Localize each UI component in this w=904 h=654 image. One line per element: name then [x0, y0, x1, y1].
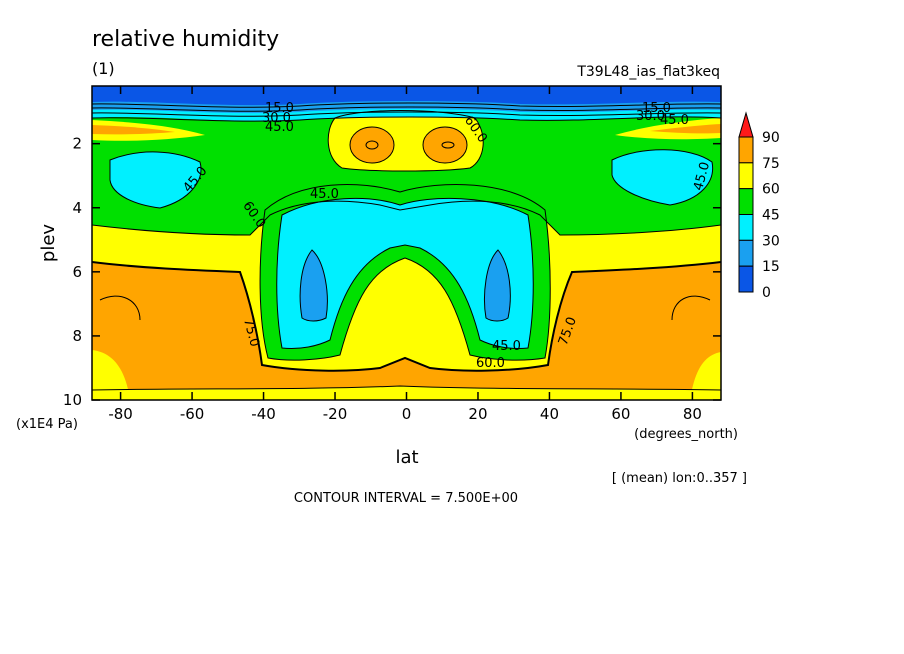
contour-label: 30.0 [262, 111, 291, 126]
contour-label: 30.0 [636, 109, 665, 124]
chart-title: relative humidity [92, 27, 279, 52]
y-axis: 2 4 6 8 10 [63, 135, 721, 409]
colorbar-label: 30 [762, 233, 780, 249]
colorbar-label: 90 [762, 130, 780, 146]
colorbar-label: 15 [762, 259, 780, 275]
colorbar-swatch-60-75 [738, 162, 754, 190]
colorbar-swatch-30-45 [738, 214, 754, 241]
colorbar-swatch-45-60 [738, 188, 754, 216]
x-tick-label: 40 [540, 405, 559, 423]
band-60-75-upper-north [615, 118, 721, 140]
band-60-75-sfc-left [92, 350, 130, 400]
band-75-90-upper-south [92, 125, 175, 135]
colorbar-swatch-15-30 [738, 239, 754, 267]
colorbar-label: 75 [762, 156, 780, 172]
band-15-30-core-south [300, 250, 328, 321]
band-75-90-blob-north [423, 127, 467, 163]
x-tick-label: -20 [323, 405, 348, 423]
run-name: T39L48_ias_flat3keq [576, 64, 720, 80]
x-tick-label: -80 [108, 405, 133, 423]
contour-label: 15.0 [642, 101, 671, 116]
y-tick-label: 4 [72, 199, 82, 217]
band-30-45-upper-south [110, 151, 201, 208]
y-tick-label: 10 [63, 391, 82, 409]
colorbar-over-arrow [738, 111, 754, 138]
contour-label: 45.0 [660, 113, 689, 128]
colorbar-swatch-0-15 [738, 265, 754, 293]
colorbar-swatch-75-90 [738, 136, 754, 164]
contour-interval: CONTOUR INTERVAL = 7.500E+00 [294, 491, 518, 506]
y-tick-label: 8 [72, 327, 82, 345]
contour-label: 45.0 [265, 120, 294, 135]
x-tick-label: 80 [683, 405, 702, 423]
colorbar-label: 60 [762, 182, 780, 198]
y-tick-label: 2 [72, 135, 82, 153]
x-tick-label: 20 [468, 405, 487, 423]
band-0-15-strat [92, 86, 721, 106]
y-tick-label: 6 [72, 263, 82, 281]
contour-label: 60.0 [476, 356, 505, 371]
x-units: (degrees_north) [634, 427, 738, 442]
contour-field [92, 86, 721, 400]
contour-label: 45.0 [691, 160, 713, 192]
x-tick-label: 60 [611, 405, 630, 423]
band-15-30-core-north [484, 250, 511, 321]
x-tick-label: 0 [402, 405, 412, 423]
x-axis: -80 -60 -40 -20 0 20 40 60 80 [108, 86, 702, 423]
colorbar-label: 0 [762, 285, 771, 301]
y-axis-label: plev [38, 224, 59, 263]
contour-label: 45.0 [492, 339, 521, 354]
contour-label: 15.0 [265, 101, 294, 116]
y-units: (x1E4 Pa) [16, 417, 78, 432]
colorbar-label: 45 [762, 208, 780, 224]
band-30-45-upper-north [612, 149, 713, 205]
chart-subtitle: (1) [92, 59, 115, 78]
mean-info: [ (mean) lon:0..357 ] [612, 471, 747, 486]
band-30-45-tropics [276, 198, 534, 349]
x-tick-label: -40 [251, 405, 276, 423]
contour-label: 75.0 [240, 317, 262, 349]
band-75-90-upper-north [650, 124, 721, 134]
band-75-90-blob-south [350, 127, 394, 163]
band-60-75-sfc-right [690, 352, 721, 400]
x-axis-label: lat [395, 447, 418, 468]
colorbar: 90 75 60 45 30 15 0 [738, 111, 780, 301]
contour-label: 45.0 [310, 187, 339, 202]
x-tick-label: -60 [180, 405, 205, 423]
contour-lines [92, 102, 721, 391]
